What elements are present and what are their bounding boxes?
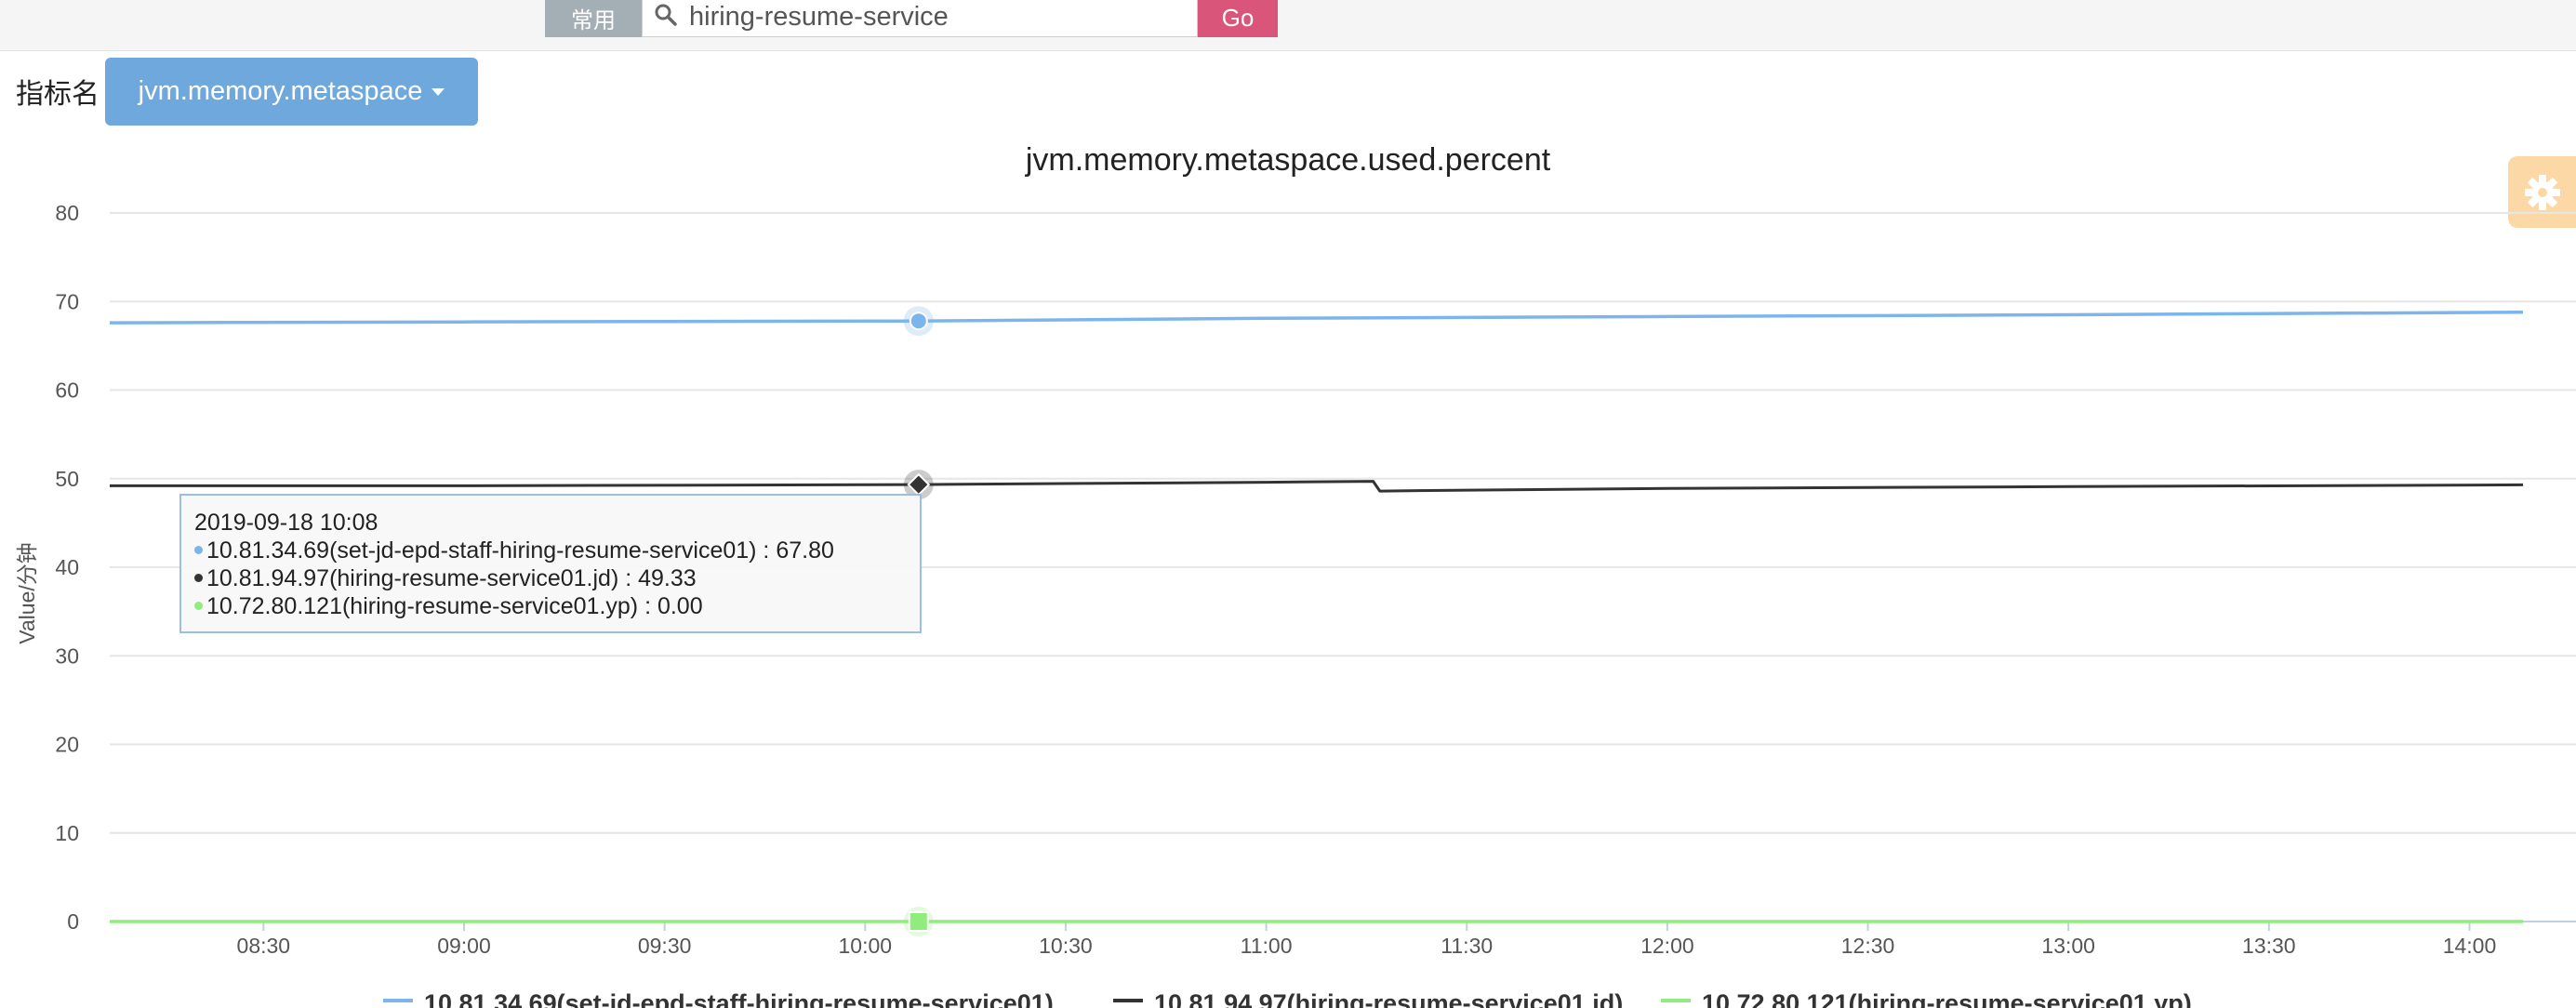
y-tick-label: 80 [55,201,79,225]
series-dot-icon [194,573,203,582]
metric-dropdown-value: jvm.memory.metaspace [138,76,423,106]
tooltip-header: 2019-09-18 10:08 [194,510,378,536]
series-line [109,310,2524,325]
search-input[interactable] [689,0,1182,34]
x-tick-label: 11:00 [1241,934,1293,958]
x-tick-label: 12:00 [1640,934,1694,958]
y-tick-label: 40 [55,555,79,579]
x-tick-label: 13:00 [2041,934,2095,958]
x-tick-label: 08:30 [237,934,291,958]
legend-label: 10.81.94.97(hiring-resume-service01.jd) [1154,989,1623,1008]
x-tick-label: 14:00 [2443,934,2497,958]
chart-title: jvm.memory.metaspace.used.percent [1025,142,1551,178]
x-tick-label: 12:30 [1841,934,1895,958]
tooltip-row-text: 10.81.34.69(set-jd-epd-staff-hiring-resu… [206,537,834,564]
tooltip-row: 10.72.80.121(hiring-resume-service01.yp)… [194,592,920,620]
series-line [110,480,2524,493]
search-box[interactable] [642,0,1198,37]
y-tick-label: 20 [55,733,79,757]
go-button[interactable]: Go [1198,0,1278,37]
hover-point [908,911,929,932]
x-tick-label: 09:00 [437,934,491,958]
y-axis-label: Value/分钟 [15,542,39,644]
quick-access-button[interactable]: 常用 [545,0,642,37]
y-tick-label: 10 [55,821,79,845]
metric-line-chart[interactable]: jvm.memory.metaspace.used.percent Value/… [0,130,2576,1008]
chevron-down-icon [432,87,445,96]
x-tick-label: 13:30 [2242,934,2296,958]
x-tick-label: 10:30 [1039,934,1093,958]
tooltip-row: 10.81.94.97(hiring-resume-service01.jd) … [194,564,920,592]
y-tick-label: 30 [55,643,79,668]
settings-button[interactable] [2508,156,2576,228]
x-tick-label: 10:00 [839,934,893,958]
metric-name-label: 指标名 [16,79,100,110]
chart-tooltip: 2019-09-18 10:08 10.81.34.69(set-jd-epd-… [179,494,922,633]
x-tick-label: 09:30 [638,934,692,958]
gear-icon [2524,174,2560,210]
tooltip-row-text: 10.81.94.97(hiring-resume-service01.jd) … [206,565,697,591]
y-tick-label: 0 [67,909,79,934]
legend-label: 10.72.80.121(hiring-resume-service01.yp) [1702,989,2192,1008]
hover-point [909,312,928,331]
tooltip-row-text: 10.72.80.121(hiring-resume-service01.yp)… [206,593,703,619]
y-tick-label: 50 [55,467,79,491]
top-toolbar: 常用 Go [0,0,2576,51]
metric-dropdown[interactable]: jvm.memory.metaspace [105,58,478,126]
search-icon [655,4,677,26]
tooltip-row: 10.81.34.69(set-jd-epd-staff-hiring-resu… [194,537,920,564]
y-tick-label: 70 [55,289,79,313]
y-tick-label: 60 [55,378,79,403]
series-dot-icon [194,601,203,610]
series-dot-icon [194,545,203,554]
legend-label: 10.81.34.69(set-jd-epd-staff-hiring-resu… [424,989,1054,1008]
x-tick-label: 11:30 [1441,934,1493,958]
